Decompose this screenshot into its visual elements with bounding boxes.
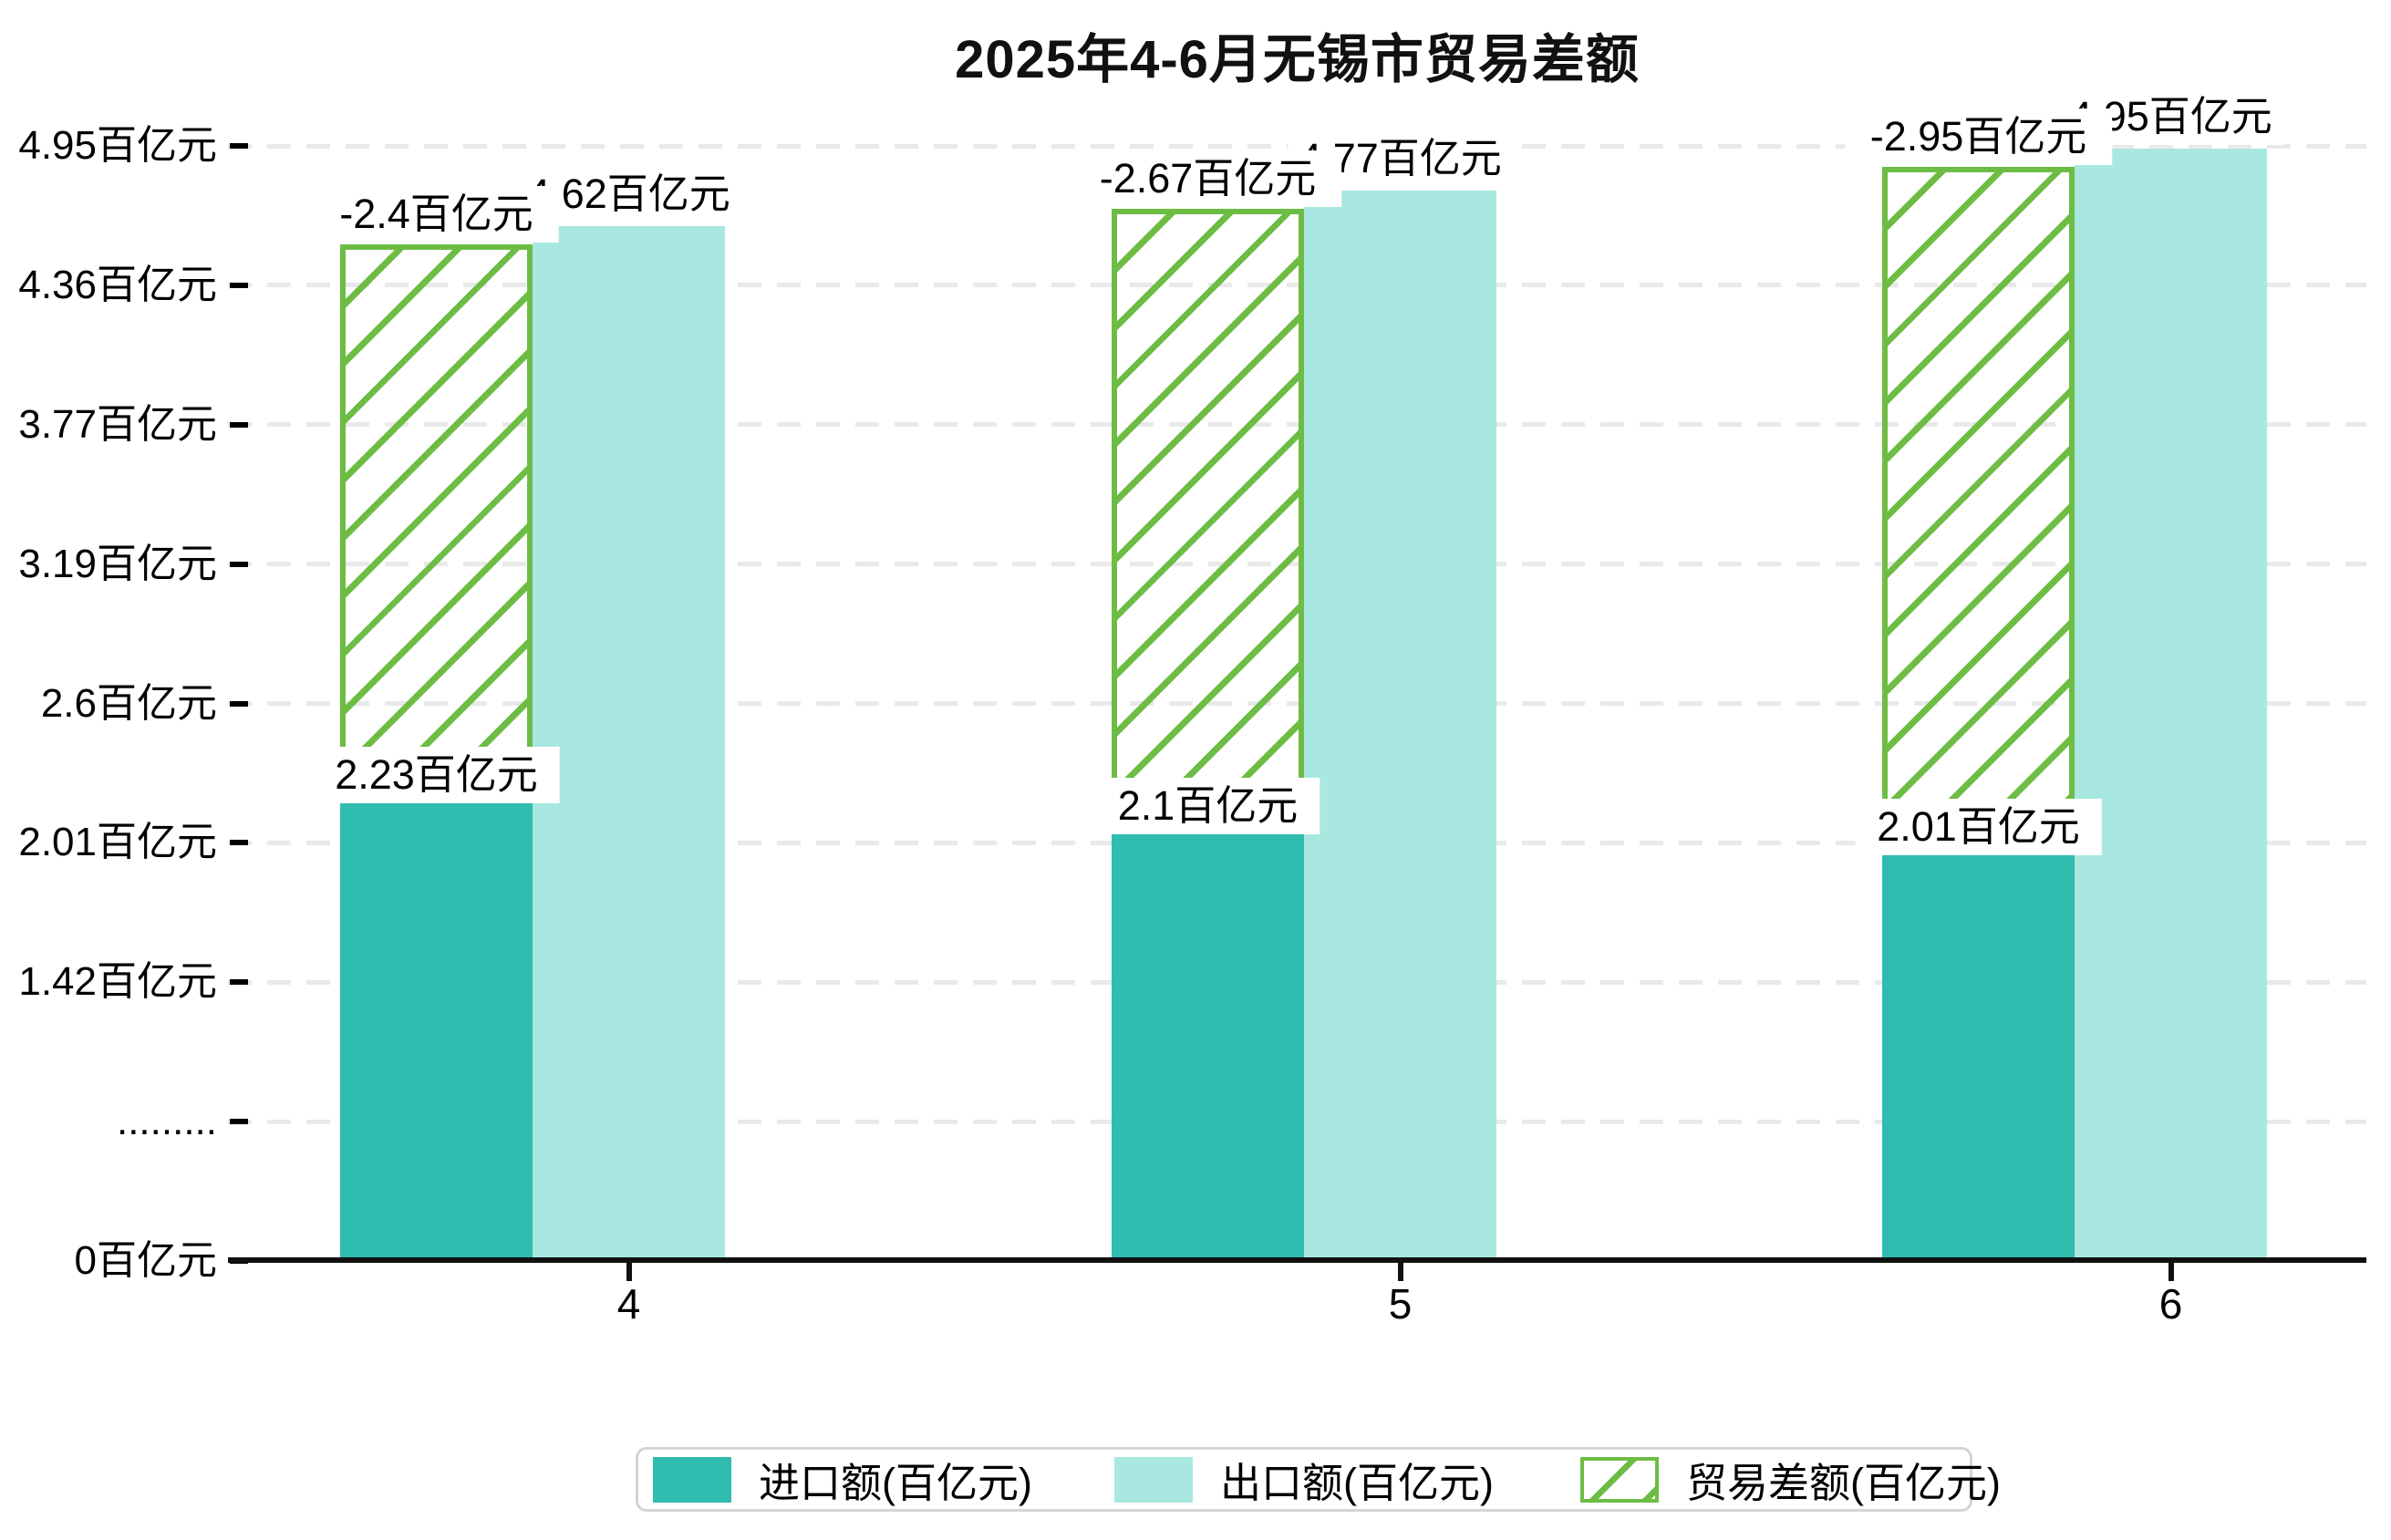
export-swatch-icon bbox=[1113, 1456, 1193, 1503]
legend-label-balance: 贸易差额(百亿元) bbox=[1685, 1460, 2001, 1506]
bar-export-month-5 bbox=[1304, 191, 1496, 1260]
trade-balance-value-label: -2.4百亿元 bbox=[314, 186, 559, 243]
legend-item-import: 进口额(百亿元) bbox=[653, 1450, 1032, 1509]
legend-label-export: 出口额(百亿元) bbox=[1219, 1460, 1494, 1506]
legend-item-balance: 贸易差额(百亿元) bbox=[1579, 1450, 2001, 1509]
bar-import-month-5 bbox=[1112, 822, 1304, 1260]
balance-hatch-swatch-icon bbox=[1579, 1456, 1659, 1503]
y-tick-mark bbox=[230, 700, 248, 707]
y-tick-mark bbox=[230, 840, 248, 846]
y-tick-label: 4.36百亿元 bbox=[18, 262, 217, 307]
trade-balance-value-label: -2.95百亿元 bbox=[1844, 108, 2113, 165]
y-tick-label: 2.6百亿元 bbox=[40, 680, 217, 726]
legend-item-export: 出口额(百亿元) bbox=[1113, 1450, 1494, 1509]
bar-export-month-4 bbox=[533, 226, 725, 1260]
legend: 进口额(百亿元) 出口额(百亿元) 贸易差额(百亿元) bbox=[636, 1447, 2001, 1512]
legend-label-import: 进口额(百亿元) bbox=[759, 1460, 1032, 1506]
y-tick-mark bbox=[230, 1119, 248, 1125]
bar-trade-balance-month-5 bbox=[1112, 209, 1304, 822]
x-tick-mark bbox=[1397, 1263, 1403, 1281]
y-tick-label: 3.77百亿元 bbox=[18, 401, 217, 447]
y-tick-label: 2.01百亿元 bbox=[18, 820, 217, 865]
export-value-label: 4.62百亿元 bbox=[516, 166, 741, 223]
y-tick-label: 0百亿元 bbox=[74, 1238, 217, 1283]
y-tick-mark bbox=[230, 421, 248, 428]
bar-import-month-4 bbox=[340, 791, 533, 1260]
y-tick-label: 4.95百亿元 bbox=[18, 123, 217, 168]
chart-title: 2025年4-6月无锡市贸易差额 bbox=[955, 30, 1640, 89]
trade-balance-value-label: -2.67百亿元 bbox=[1073, 150, 1342, 208]
import-swatch-icon bbox=[653, 1456, 731, 1503]
import-value-label: 2.01百亿元 bbox=[1855, 799, 2102, 856]
bar-import-month-6 bbox=[1882, 842, 2075, 1260]
bar-trade-balance-month-6 bbox=[1882, 166, 2075, 843]
y-tick-label: 3.19百亿元 bbox=[18, 541, 217, 586]
x-tick-mark bbox=[626, 1263, 632, 1281]
y-tick-mark bbox=[230, 143, 248, 149]
y-tick-mark bbox=[230, 561, 248, 567]
y-tick-mark bbox=[230, 282, 248, 288]
x-axis-line bbox=[228, 1257, 2366, 1263]
x-tick-label: 6 bbox=[2158, 1280, 2183, 1328]
bar-export-month-6 bbox=[2075, 148, 2267, 1260]
import-value-label: 2.1百亿元 bbox=[1095, 778, 1320, 835]
x-tick-label: 5 bbox=[1388, 1280, 1413, 1328]
x-tick-mark bbox=[2168, 1263, 2174, 1281]
y-tick-label: 1.42百亿元 bbox=[18, 959, 217, 1005]
x-tick-label: 4 bbox=[616, 1280, 641, 1328]
y-tick-label: ......... bbox=[116, 1099, 217, 1144]
import-value-label: 2.23百亿元 bbox=[313, 747, 560, 804]
y-tick-mark bbox=[230, 979, 248, 986]
bar-trade-balance-month-4 bbox=[340, 244, 533, 791]
